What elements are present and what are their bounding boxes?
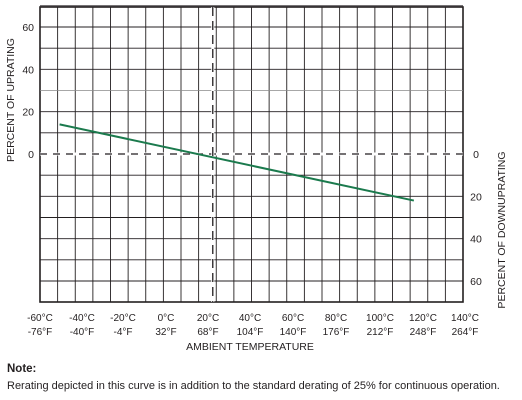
- x-tick-label-fahrenheit: 140°F: [280, 327, 307, 338]
- x-tick-label-celsius: 40°C: [239, 313, 261, 324]
- x-tick-label-fahrenheit: 212°F: [367, 327, 394, 338]
- y-axis-right-ticks: 0 20 40 60: [470, 149, 482, 288]
- x-tick-label-celsius: -20°C: [110, 313, 136, 324]
- x-tick-label-fahrenheit: 248°F: [410, 327, 437, 338]
- x-tick-label-fahrenheit: 68°F: [197, 327, 218, 338]
- x-tick-label-celsius: 120°C: [409, 313, 437, 324]
- x-tick-label-celsius: 140°C: [451, 313, 479, 324]
- y-tick-label-left: 40: [22, 64, 34, 76]
- y-axis-left-title: PERCENT OF UPRATING: [5, 38, 17, 162]
- y-tick-label-left: 0: [28, 149, 34, 161]
- x-tick-label-fahrenheit: -40°F: [70, 327, 95, 338]
- y-tick-label-left: 60: [22, 22, 34, 34]
- series-line: [59, 123, 415, 202]
- x-tick-label-celsius: -40°C: [69, 313, 95, 324]
- x-tick-label-celsius: 80°C: [325, 313, 347, 324]
- derating-chart: 60 40 20 0 0 20 40 60 -60°C -40°C -20°C 0°C 20°C 40…: [5, 5, 508, 353]
- x-tick-label-fahrenheit: -4°F: [114, 327, 133, 338]
- note-text: Rerating depicted in this curve is in ad…: [7, 380, 500, 392]
- y-tick-label-right: 40: [470, 234, 482, 246]
- y-tick-label-right: 20: [470, 191, 482, 203]
- x-tick-label-celsius: 60°C: [282, 313, 304, 324]
- x-tick-label-fahrenheit: 104°F: [237, 327, 264, 338]
- y-tick-label-left: 20: [22, 107, 34, 119]
- x-axis-title: AMBIENT TEMPERATURE: [186, 341, 314, 353]
- y-tick-label-right: 0: [473, 149, 479, 161]
- x-tick-label-fahrenheit: 32°F: [155, 327, 176, 338]
- y-tick-label-right: 60: [470, 276, 482, 288]
- y-axis-left-ticks: 60 40 20 0: [22, 22, 34, 161]
- x-tick-label-fahrenheit: 176°F: [323, 327, 350, 338]
- x-axis-ticks: -60°C -40°C -20°C 0°C 20°C 40°C 60°C 80°C 100°C 1…: [27, 313, 479, 338]
- x-tick-label-celsius: -60°C: [27, 313, 53, 324]
- x-tick-label-celsius: 0°C: [158, 313, 175, 324]
- x-tick-label-celsius: 100°C: [366, 313, 394, 324]
- series-layer: [59, 123, 415, 202]
- note-title: Note:: [7, 363, 37, 375]
- x-tick-label-celsius: 20°C: [197, 313, 219, 324]
- reference-lines: [40, 7, 463, 302]
- x-tick-label-fahrenheit: 264°F: [452, 327, 479, 338]
- x-tick-label-fahrenheit: -76°F: [28, 327, 53, 338]
- y-axis-right-title: PERCENT OF DOWNUPRATING: [496, 151, 508, 308]
